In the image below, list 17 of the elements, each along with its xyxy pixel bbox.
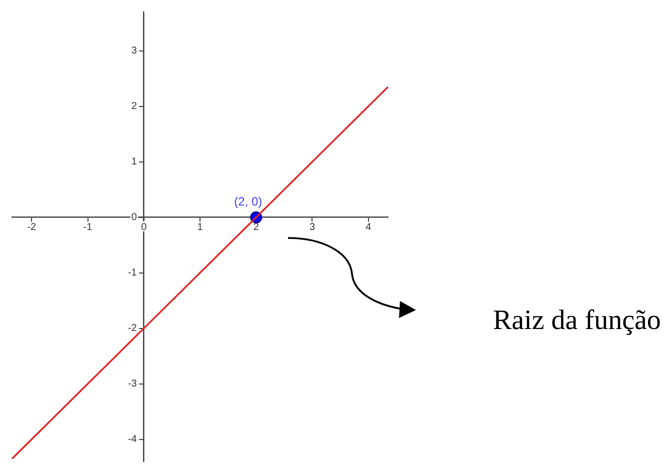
- x-tick-label: 1: [197, 222, 204, 234]
- y-tick-label: -3: [128, 378, 138, 390]
- y-tick-label: -2: [128, 323, 138, 334]
- x-tick-label: 2: [253, 222, 260, 234]
- y-tick-label: -4: [128, 434, 138, 446]
- y-tick-label: 2: [131, 101, 138, 112]
- annotation: (2, 0): [234, 194, 262, 209]
- x-tick-label: -2: [27, 222, 37, 234]
- y-tick-label: 1: [131, 156, 138, 168]
- x-tick-label: 4: [366, 222, 372, 234]
- x-tick-label: -1: [83, 222, 93, 234]
- y-tick-label: 0: [131, 212, 138, 224]
- y-tick-label: -1: [128, 268, 138, 279]
- x-tick-label: 3: [309, 222, 316, 234]
- x-tick-label: 0: [141, 222, 148, 234]
- y-tick-label: 3: [131, 46, 138, 57]
- text: Raiz da função: [493, 305, 661, 336]
